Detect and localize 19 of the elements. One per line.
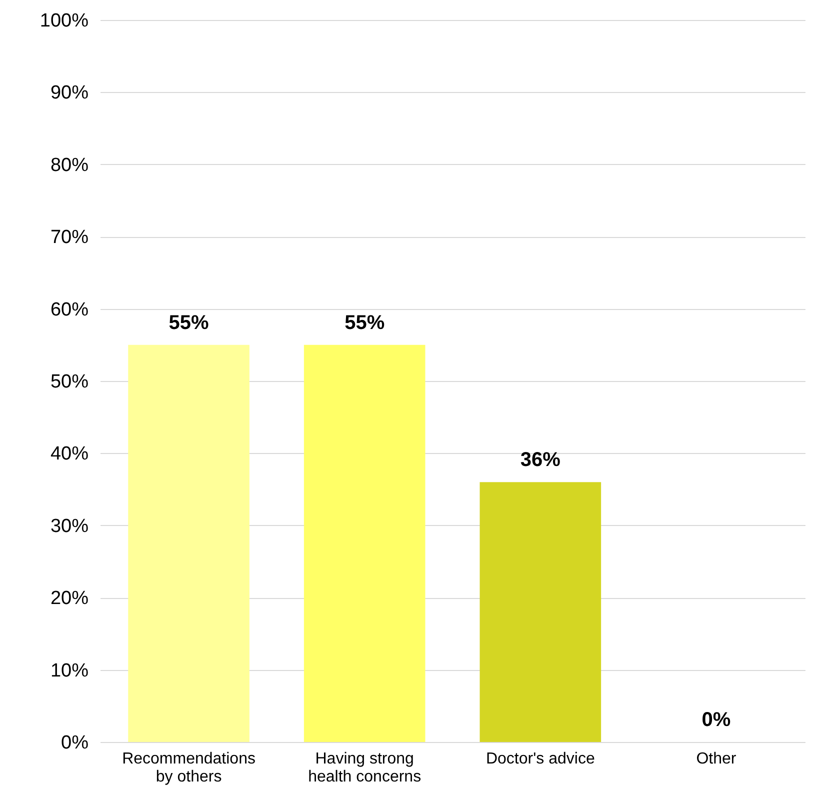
- y-tick-label: 90%: [50, 82, 89, 104]
- y-tick-label: 80%: [50, 154, 89, 176]
- y-tick-label: 30%: [50, 516, 89, 537]
- y-tick-label: 40%: [50, 444, 89, 465]
- y-tick-label: 70%: [50, 227, 89, 248]
- y-tick-label: 100%: [40, 10, 89, 32]
- y-tick-label: 20%: [50, 588, 89, 610]
- y-tick-label: 60%: [50, 299, 89, 320]
- data-label: 0%: [702, 709, 731, 731]
- data-label: 55%: [344, 312, 385, 334]
- x-tick-label: Doctor's advice: [486, 750, 595, 768]
- y-tick-label: 10%: [50, 660, 89, 682]
- data-label: 55%: [168, 312, 210, 334]
- x-tick-label: Other: [696, 750, 737, 768]
- x-tick-label: Recommendations by others: [122, 750, 256, 786]
- y-tick-label: 50%: [50, 372, 89, 392]
- x-tick-label: Having strong health concerns: [308, 750, 422, 786]
- y-tick-label: 0%: [61, 732, 89, 754]
- data-label: 36%: [520, 449, 561, 472]
